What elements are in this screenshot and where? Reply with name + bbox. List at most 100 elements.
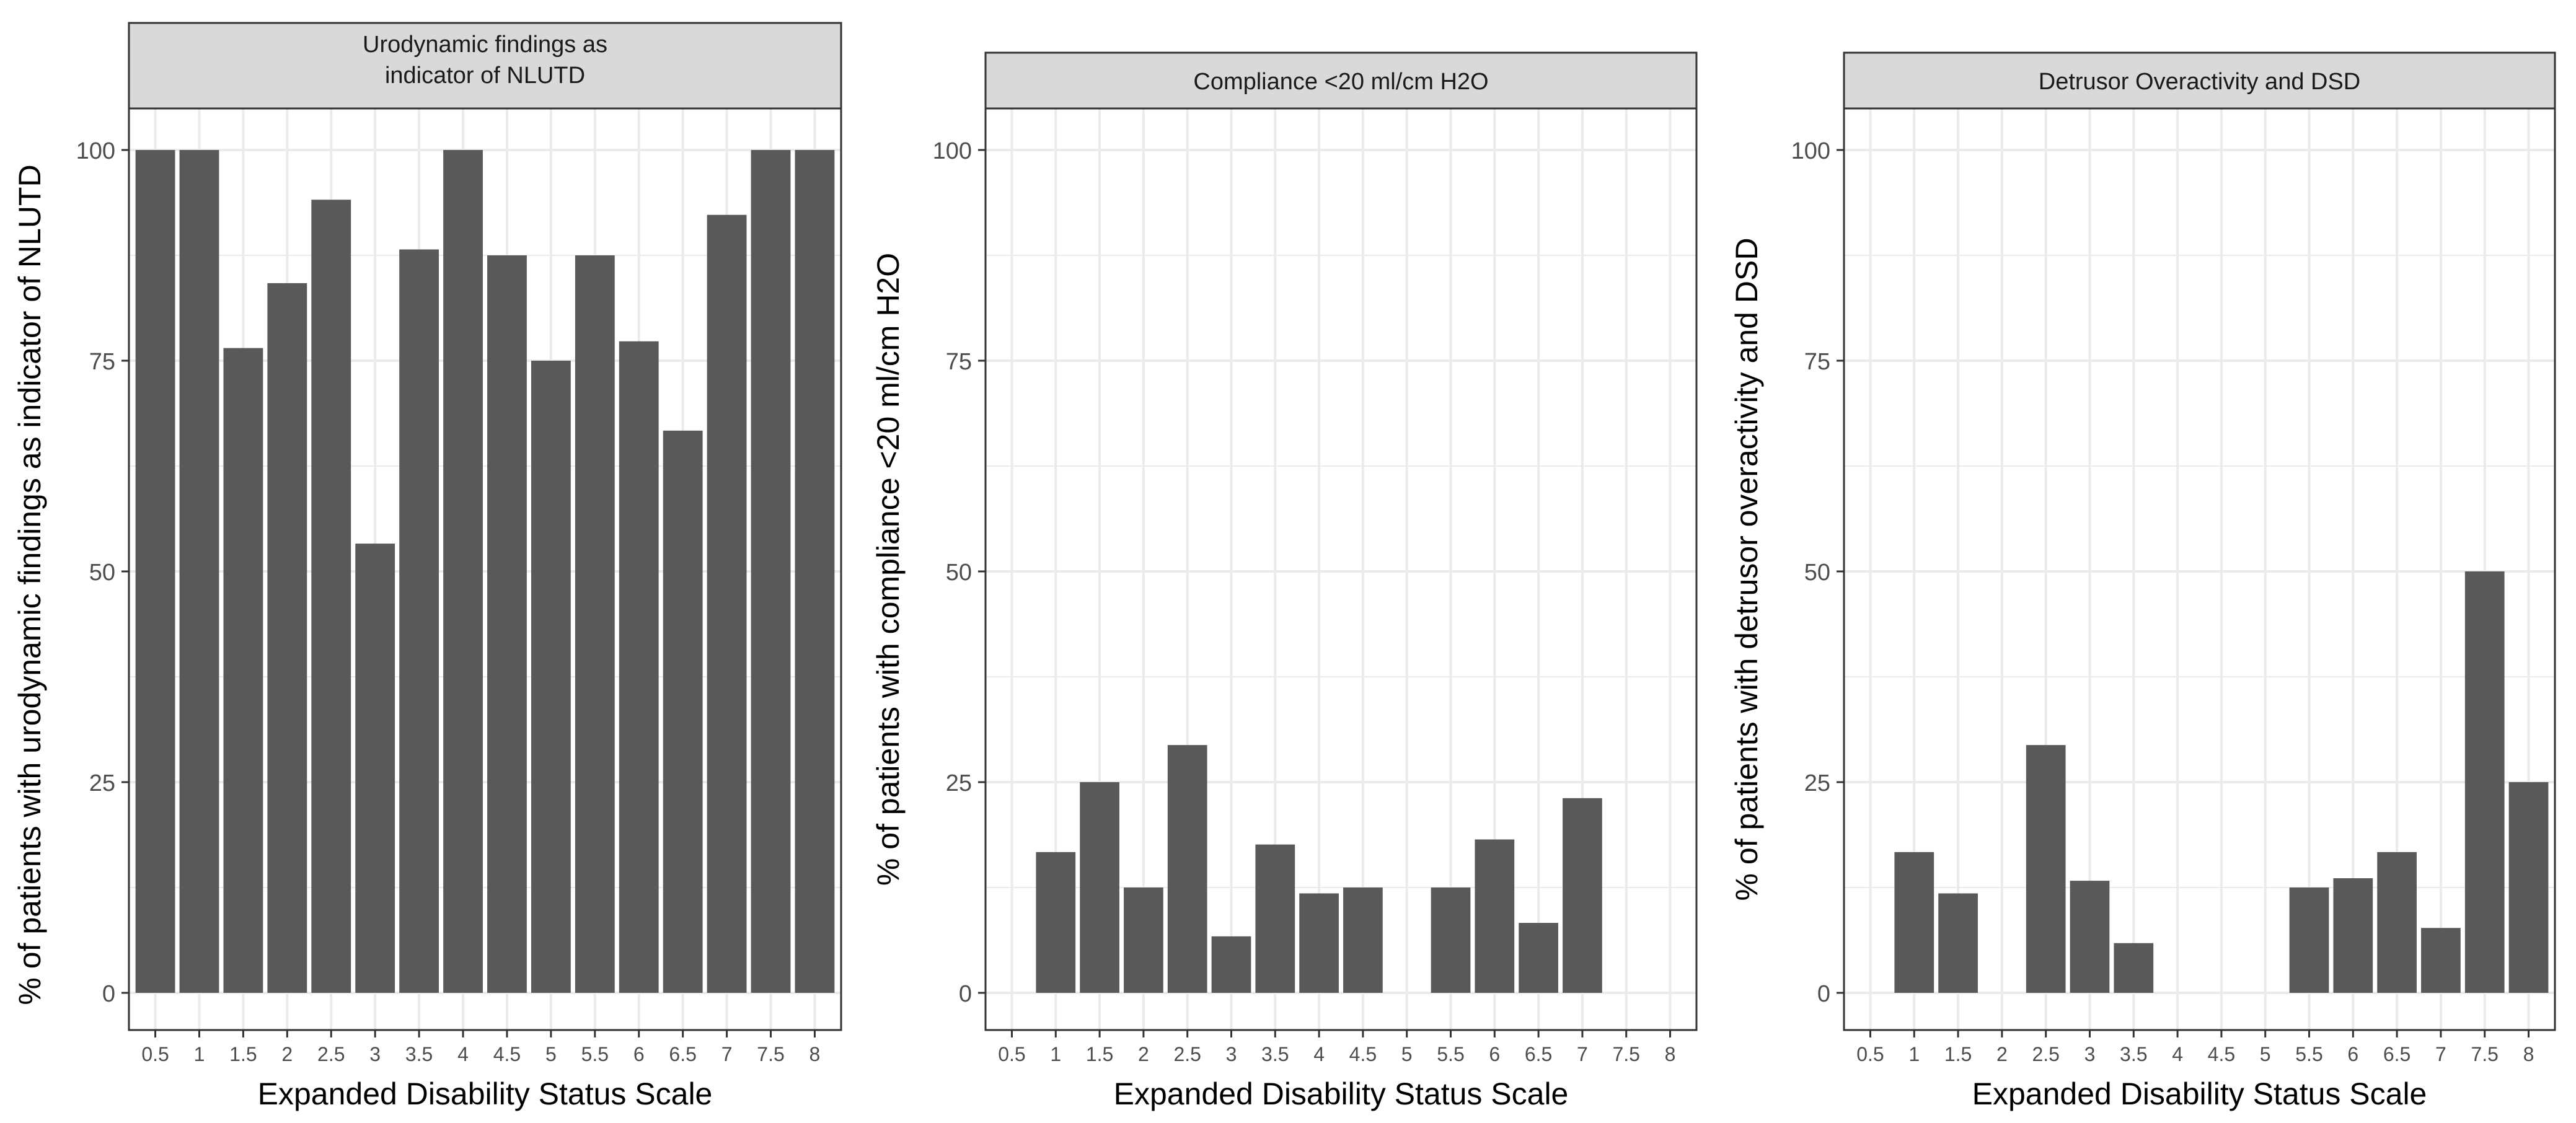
- facet-title-line: Compliance <20 ml/cm H2O: [1193, 69, 1488, 95]
- bar-6.5: [2377, 852, 2417, 993]
- x-tick-label: 0.5: [998, 1043, 1025, 1065]
- x-tick-label: 3.5: [1261, 1043, 1289, 1065]
- x-tick-label: 6.5: [2383, 1043, 2411, 1065]
- bar-2.5: [1167, 745, 1207, 993]
- x-tick-label: 8: [809, 1043, 821, 1065]
- x-axis-title: Expanded Disability Status Scale: [1972, 1077, 2427, 1111]
- x-axis-title: Expanded Disability Status Scale: [1114, 1077, 1569, 1111]
- chart-panel-3: Detrusor Overactivity and DSD02550751000…: [1729, 51, 2556, 1111]
- bar-1.5: [1938, 893, 1978, 993]
- x-tick-label: 5.5: [1437, 1043, 1464, 1065]
- x-tick-label: 6: [2347, 1043, 2358, 1065]
- y-tick-label: 25: [89, 770, 115, 796]
- x-tick-label: 1: [1908, 1043, 1920, 1065]
- x-tick-label: 7.5: [757, 1043, 784, 1065]
- x-tick-label: 2: [1138, 1043, 1149, 1065]
- y-tick-label: 50: [946, 560, 972, 586]
- x-tick-label: 7.5: [2471, 1043, 2498, 1065]
- x-tick-label: 1: [1050, 1043, 1061, 1065]
- bar-4.5: [1343, 887, 1383, 993]
- bar-5.5: [2289, 887, 2329, 993]
- bar-5: [531, 361, 571, 993]
- y-tick-label: 75: [946, 349, 972, 375]
- bar-1.5: [223, 348, 263, 993]
- bar-1: [1894, 852, 1934, 993]
- bar-2.5: [2026, 745, 2066, 993]
- x-tick-label: 3: [1226, 1043, 1237, 1065]
- y-tick-label: 50: [89, 560, 115, 586]
- x-tick-label: 1.5: [1944, 1043, 1972, 1065]
- bar-7: [707, 214, 747, 993]
- bar-5.5: [575, 255, 615, 993]
- x-tick-label: 2.5: [317, 1043, 345, 1065]
- y-tick-label: 100: [933, 138, 972, 164]
- y-axis-title: % of patients with compliance <20 ml/cm …: [871, 253, 906, 886]
- x-tick-label: 1: [194, 1043, 205, 1065]
- x-tick-label: 4: [2172, 1043, 2183, 1065]
- bar-7: [1563, 798, 1602, 993]
- bar-7: [2421, 928, 2461, 993]
- y-tick-label: 0: [959, 981, 972, 1007]
- x-tick-label: 4.5: [1349, 1043, 1377, 1065]
- bar-0.5: [135, 150, 175, 993]
- x-tick-label: 3.5: [2120, 1043, 2147, 1065]
- x-tick-label: 5.5: [581, 1043, 609, 1065]
- bar-3: [1211, 936, 1251, 993]
- x-tick-label: 8: [1665, 1043, 1676, 1065]
- plot-area: [1844, 108, 2555, 1030]
- bar-2: [1124, 887, 1163, 993]
- x-axis-title: Expanded Disability Status Scale: [258, 1077, 713, 1111]
- facet-title-line: Urodynamic findings as: [363, 32, 607, 58]
- facet-title: Compliance <20 ml/cm H2O: [1193, 69, 1488, 95]
- facet-title-line: Detrusor Overactivity and DSD: [2039, 69, 2361, 95]
- x-tick-label: 1.5: [229, 1043, 257, 1065]
- x-tick-label: 6: [633, 1043, 645, 1065]
- y-tick-label: 25: [946, 770, 972, 796]
- bar-4: [1299, 893, 1339, 993]
- x-tick-label: 7.5: [1612, 1043, 1639, 1065]
- x-tick-label: 2.5: [2032, 1043, 2059, 1065]
- x-tick-label: 3: [369, 1043, 381, 1065]
- bar-7.5: [751, 150, 791, 993]
- x-tick-label: 8: [2523, 1043, 2534, 1065]
- y-tick-label: 25: [1804, 770, 1830, 796]
- x-tick-label: 2: [1996, 1043, 2008, 1065]
- bar-1: [1036, 852, 1076, 993]
- x-tick-label: 6: [1489, 1043, 1500, 1065]
- bar-6.5: [1519, 923, 1558, 993]
- x-tick-label: 0.5: [1856, 1043, 1884, 1065]
- y-tick-label: 100: [76, 138, 115, 164]
- y-axis-title: % of patients with detrusor overactivity…: [1729, 238, 1764, 901]
- facet-title: Detrusor Overactivity and DSD: [2039, 69, 2361, 95]
- x-tick-label: 7: [721, 1043, 733, 1065]
- x-tick-label: 5: [2260, 1043, 2271, 1065]
- bar-6.5: [663, 430, 703, 993]
- x-tick-label: 5.5: [2295, 1043, 2322, 1065]
- y-tick-label: 75: [89, 349, 115, 375]
- bar-4.5: [487, 255, 527, 993]
- x-tick-label: 5: [1401, 1043, 1413, 1065]
- y-axis-title: % of patients with urodynamic findings a…: [12, 164, 47, 1005]
- bar-5.5: [1431, 887, 1471, 993]
- y-tick-label: 75: [1804, 349, 1830, 375]
- x-tick-label: 6.5: [669, 1043, 696, 1065]
- bar-3: [2070, 881, 2110, 993]
- x-tick-label: 7: [2435, 1043, 2446, 1065]
- bar-2: [267, 283, 307, 993]
- bar-6: [619, 341, 659, 993]
- x-tick-label: 7: [1577, 1043, 1588, 1065]
- x-tick-label: 2.5: [1173, 1043, 1201, 1065]
- x-tick-label: 6.5: [1525, 1043, 1552, 1065]
- bar-8: [2508, 782, 2549, 993]
- bar-3: [355, 544, 395, 993]
- x-tick-label: 0.5: [141, 1043, 169, 1065]
- bar-4: [443, 150, 483, 993]
- facet-title-line: indicator of NLUTD: [385, 63, 585, 89]
- y-tick-label: 0: [1817, 981, 1830, 1007]
- x-tick-label: 4.5: [493, 1043, 521, 1065]
- x-tick-label: 1.5: [1086, 1043, 1113, 1065]
- x-tick-label: 4.5: [2208, 1043, 2235, 1065]
- facet-title: Urodynamic findings as indicator of NLUTD: [363, 32, 607, 89]
